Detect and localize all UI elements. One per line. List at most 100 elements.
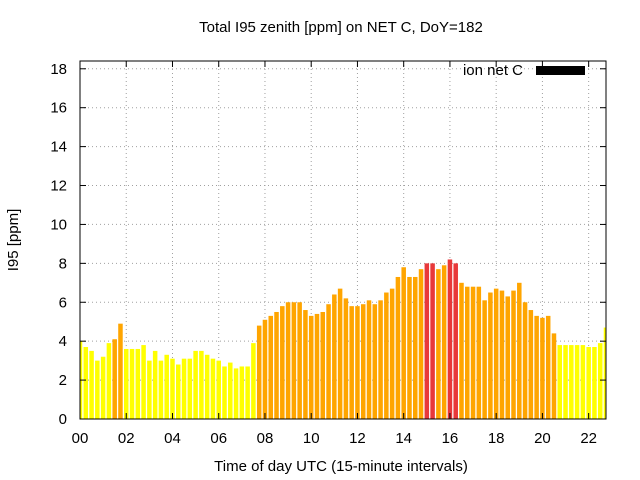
y-tick-label: 2 [59,372,67,389]
bar [401,267,406,419]
x-tick-label: 04 [164,430,181,447]
bar [360,304,366,419]
bar [170,358,175,419]
bar [193,350,198,419]
bar [100,356,106,419]
y-tick-labels: 0 2 4 6 8 10 12 14 16 18 [50,61,67,428]
bar [389,288,395,419]
bar [586,347,591,419]
bar [152,350,158,419]
bar [395,276,401,419]
y-tick-label: 10 [50,216,67,233]
y-tick-label: 8 [59,255,67,272]
bar [366,300,372,419]
bar [303,310,308,419]
bar [89,350,94,419]
bar [308,315,314,419]
bar [326,304,331,419]
bar [436,269,441,419]
bar [447,259,453,419]
bar [245,366,250,419]
bar [233,368,239,419]
bar [603,327,606,419]
x-axis-label: Time of day UTC (15-minute intervals) [214,458,468,475]
bar [112,339,117,419]
x-tick-label: 20 [534,430,551,447]
bar [147,360,152,419]
bar [592,347,597,419]
bar [465,286,470,419]
bar [343,298,349,419]
bar [453,263,458,419]
y-axis-label: I95 [ppm] [5,209,22,272]
x-tick-label: 18 [488,430,505,447]
bar [222,366,227,419]
bar [551,333,557,419]
bar [210,358,216,419]
bar [488,292,493,419]
bar [569,345,574,419]
chart-title: Total I95 zenith [ppm] on NET C, DoY=182 [199,19,483,36]
bar [239,366,245,419]
bar [187,358,193,419]
plot-frame [79,60,607,420]
bar [459,282,464,419]
bar [228,362,233,419]
bar [95,360,100,419]
bar [424,263,430,419]
bar [199,350,204,419]
bar [285,302,291,419]
bar [470,286,476,419]
bar [355,306,360,419]
bar [135,348,141,419]
bar [141,345,146,419]
bar [83,347,89,419]
bar [517,282,522,419]
bar [262,319,268,419]
x-tick-label: 08 [257,430,274,447]
x-tick-label: 10 [303,430,320,447]
y-tick-label: 6 [59,294,67,311]
bar [522,302,528,419]
bar [256,325,262,419]
bar [129,348,135,419]
bar [291,302,297,419]
legend: ion net C [463,62,585,79]
y-tick-label: 0 [59,411,67,428]
bar [597,343,603,419]
bar [540,317,545,419]
bar [280,306,285,419]
legend-swatch [536,66,585,75]
x-tick-label: 02 [118,430,135,447]
bar [274,311,279,419]
y-tick-label: 16 [50,100,67,117]
y-tick-label: 18 [50,61,67,78]
bar [557,345,563,419]
bar [545,315,551,419]
bar [320,311,326,419]
bar [164,354,169,419]
y-tick-label: 12 [50,178,67,195]
legend-label: ion net C [463,62,523,79]
x-tick-labels: 00 02 04 06 08 10 12 14 16 18 20 22 [72,430,597,447]
bar [118,323,123,419]
x-tick-label: 16 [442,430,459,447]
bar [384,292,389,419]
bar [158,360,164,419]
x-tick-label: 22 [580,430,597,447]
bar [216,360,221,419]
bar [563,345,568,419]
bar [407,276,412,419]
bar [580,345,586,419]
bar [430,263,435,419]
bar [574,345,580,419]
y-tick-label: 4 [59,333,67,350]
bar [251,343,256,419]
bar [476,286,482,419]
bar [181,358,187,419]
x-tick-label: 00 [72,430,89,447]
bar [337,288,343,419]
x-tick-label: 12 [349,430,366,447]
bar [441,265,447,419]
x-tick-label: 06 [210,430,227,447]
